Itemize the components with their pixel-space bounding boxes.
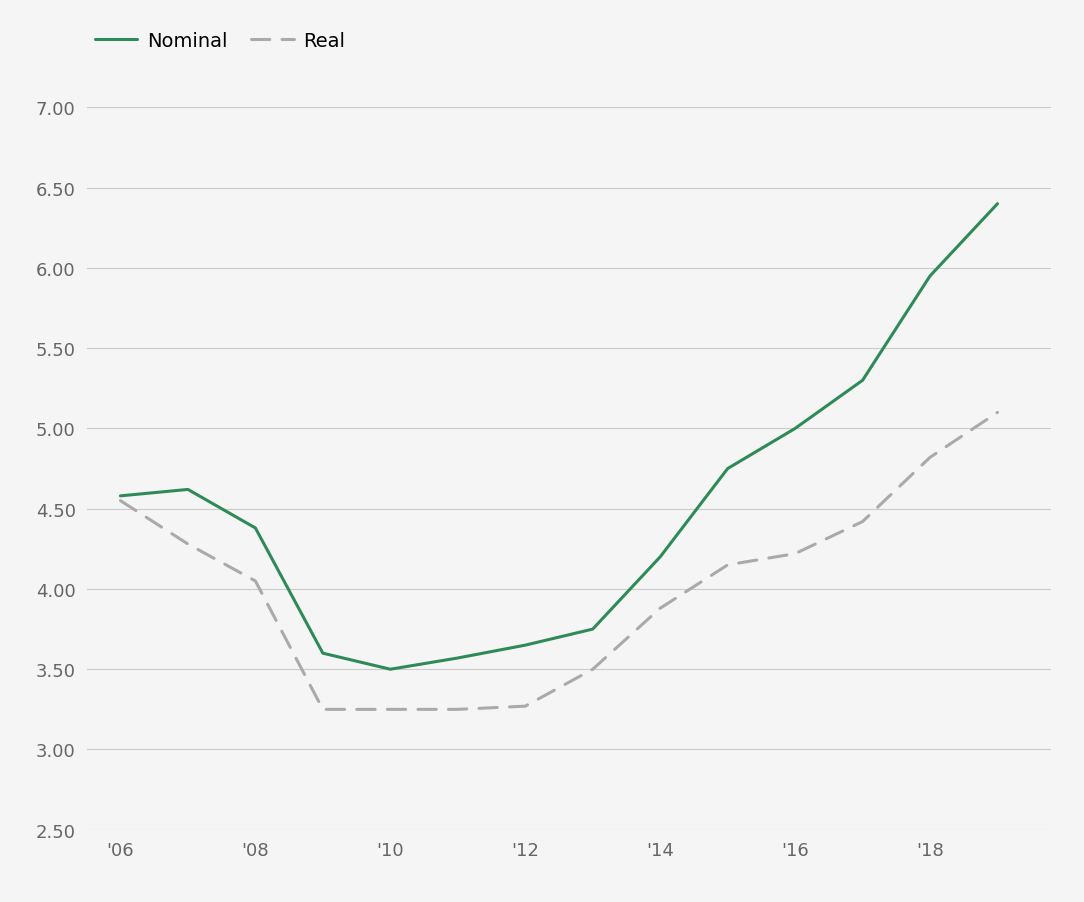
- Real: [249, 575, 262, 586]
- Real: [991, 408, 1004, 419]
- Real: [721, 560, 734, 571]
- Real: [317, 704, 330, 715]
- Nominal: [451, 653, 464, 664]
- Real: [114, 496, 127, 507]
- Nominal: [181, 484, 194, 495]
- Nominal: [924, 272, 937, 282]
- Line: Real: Real: [120, 413, 997, 710]
- Real: [181, 539, 194, 550]
- Nominal: [586, 624, 599, 635]
- Real: [856, 517, 869, 528]
- Nominal: [721, 464, 734, 474]
- Real: [451, 704, 464, 715]
- Real: [924, 453, 937, 464]
- Legend: Nominal, Real: Nominal, Real: [87, 24, 353, 59]
- Real: [384, 704, 397, 715]
- Nominal: [317, 648, 330, 658]
- Nominal: [788, 424, 801, 435]
- Line: Nominal: Nominal: [120, 205, 997, 669]
- Nominal: [519, 640, 532, 651]
- Nominal: [991, 199, 1004, 210]
- Real: [586, 664, 599, 675]
- Nominal: [114, 491, 127, 502]
- Real: [519, 701, 532, 712]
- Nominal: [384, 664, 397, 675]
- Real: [788, 548, 801, 559]
- Nominal: [856, 375, 869, 386]
- Nominal: [654, 552, 667, 563]
- Real: [654, 603, 667, 614]
- Nominal: [249, 523, 262, 534]
